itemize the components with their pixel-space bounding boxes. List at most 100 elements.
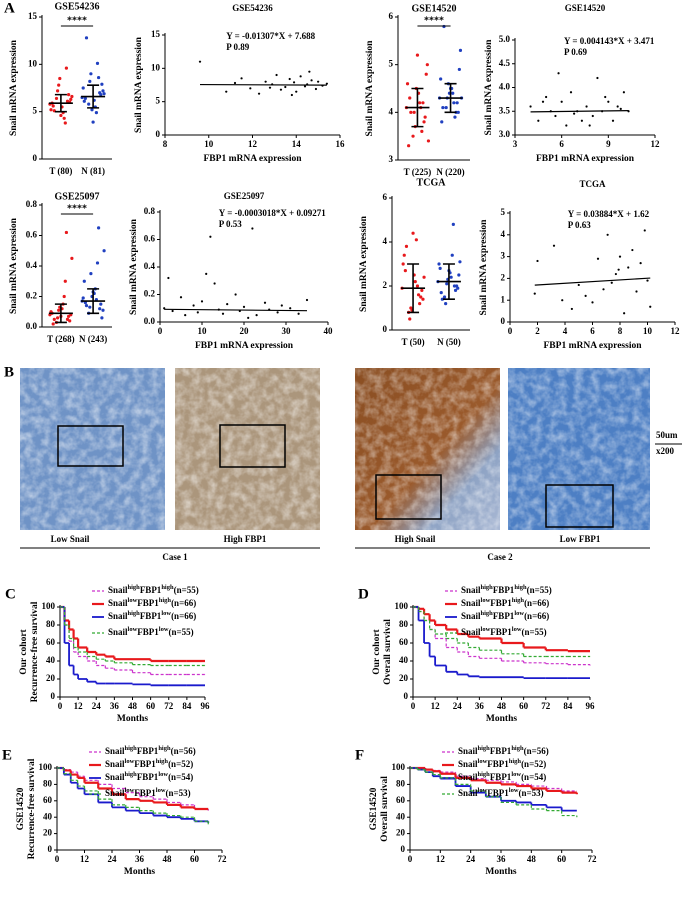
y-axis-label: Snail mRNA expression: [479, 219, 489, 316]
x-tick-label: 0: [508, 326, 513, 336]
x-tick-label: 60: [557, 854, 567, 864]
survival-step: [63, 768, 71, 775]
dot: [456, 286, 460, 290]
point: [537, 119, 540, 122]
survival-step: [467, 652, 480, 658]
legend-text: FBP1: [487, 759, 509, 769]
dot: [64, 66, 68, 70]
point: [314, 87, 318, 91]
y-tick-label: 6: [389, 11, 394, 21]
legend-text: FBP1: [490, 627, 512, 637]
chart-title: GSE25097: [54, 191, 99, 202]
survival-step: [478, 636, 502, 640]
dot: [102, 249, 106, 253]
legend-text: low: [161, 610, 171, 617]
dot: [411, 231, 415, 235]
point: [255, 314, 258, 317]
dot: [407, 144, 411, 148]
legend-text: FBP1: [493, 611, 515, 621]
mean-sd: [48, 93, 73, 113]
x-tick-label: 6: [590, 326, 595, 336]
point: [536, 259, 539, 263]
survival-step: [166, 799, 181, 804]
legend-text: (n=66): [171, 611, 196, 621]
dot: [88, 79, 92, 83]
y-tick-label: 2: [383, 280, 388, 290]
y-tick-label: 0.6: [144, 234, 156, 244]
x-tick-label: 10: [204, 139, 214, 149]
dot: [458, 260, 462, 264]
dot: [442, 295, 447, 299]
ihc-texture: [355, 368, 500, 530]
mean-sd: [438, 82, 463, 114]
point: [247, 316, 250, 319]
mean-sd: [81, 288, 106, 315]
survival-step: [456, 629, 469, 636]
legend-label: SnaillowFBP1low(n=55): [461, 626, 547, 637]
x-tick-label: 72: [541, 701, 551, 711]
chart-title: GSE14520: [565, 3, 606, 13]
y-tick-label: 100: [39, 762, 53, 772]
point: [591, 114, 594, 118]
chart-title: GSE54236: [232, 3, 273, 13]
image-label: High FBP1: [224, 534, 267, 544]
x-tick-label: 72: [218, 854, 228, 864]
dot: [98, 307, 102, 311]
x-tick-label: 12: [436, 854, 446, 864]
point: [279, 88, 283, 91]
y-tick-label: 4: [383, 236, 388, 246]
legend-label: SnailhighFBP1high(n=55): [461, 584, 552, 595]
x-tick-label: 6: [559, 139, 564, 149]
dot: [457, 273, 461, 277]
survival-step: [113, 668, 133, 671]
dot: [401, 262, 405, 266]
dot: [102, 92, 106, 96]
legend-text: low: [478, 758, 488, 765]
point: [573, 112, 576, 115]
x-tick-label: 2: [535, 326, 540, 336]
y-tick-label: 15: [28, 11, 38, 21]
x-tick-label: 0: [158, 326, 163, 336]
x-tick-label: 30: [282, 326, 292, 336]
x-tick-label: N (220): [436, 167, 464, 177]
point: [234, 293, 237, 296]
dot: [403, 269, 407, 273]
survival-step: [111, 784, 126, 790]
point: [275, 73, 278, 77]
legend-text: FBP1: [140, 585, 162, 595]
legend-text: FBP1: [137, 598, 159, 608]
survival-step: [424, 769, 433, 773]
y-tick-label: 100: [392, 762, 406, 772]
x-tick-label: 12: [248, 139, 258, 149]
x-tick-label: 0: [55, 854, 60, 864]
x-tick-label: N (81): [81, 166, 105, 176]
dot: [415, 53, 420, 57]
point: [196, 311, 199, 314]
dot: [450, 253, 454, 257]
survival-step: [566, 650, 590, 653]
legend-text: high: [159, 597, 172, 604]
x-tick-label: 60: [146, 701, 156, 711]
y-tick-label: 4.5: [499, 58, 511, 68]
legend-text: low: [156, 787, 166, 794]
point: [264, 80, 267, 83]
x-tick-label: 0: [408, 854, 413, 864]
legend-text: low: [509, 787, 519, 794]
survival-step: [131, 662, 151, 666]
y-axis-label: Overall survival: [380, 776, 390, 842]
dot: [69, 97, 73, 101]
survival-step: [456, 647, 469, 653]
legend-text: low: [128, 626, 138, 633]
survival-step: [434, 620, 447, 627]
point: [268, 86, 272, 89]
dot: [84, 36, 89, 40]
survival-step: [467, 643, 480, 649]
point: [588, 124, 591, 127]
dot: [100, 316, 104, 320]
survival-step: [530, 784, 547, 787]
dot: [99, 93, 103, 97]
dot: [99, 302, 103, 306]
legend-text: (n=66): [524, 598, 549, 608]
point: [263, 301, 267, 304]
survival-step: [445, 634, 458, 640]
